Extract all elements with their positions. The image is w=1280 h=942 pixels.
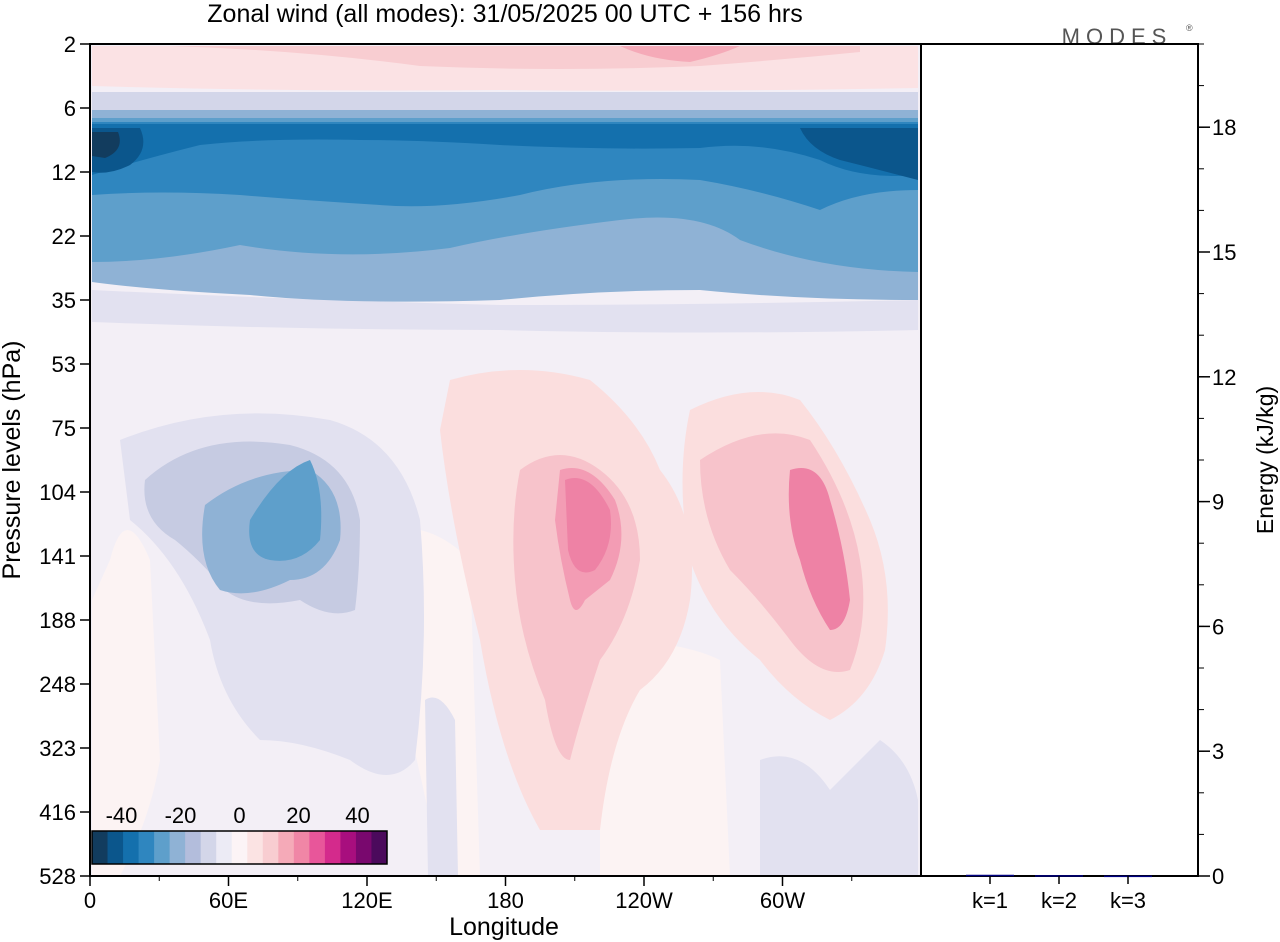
contour-westerly-jet2-core (788, 468, 850, 630)
y-tick-label: 2 (64, 32, 76, 57)
y-tick-label: 528 (39, 864, 76, 889)
y-tick-label: 141 (39, 544, 76, 569)
colorbar-swatch (247, 831, 264, 864)
contour-strat-band-1 (92, 290, 918, 333)
colorbar-swatch (123, 831, 140, 864)
y-tick-label: 188 (39, 608, 76, 633)
colorbar-swatch (371, 831, 388, 864)
colorbar-swatch (309, 831, 326, 864)
chart-title: Zonal wind (all modes): 31/05/2025 00 UT… (207, 0, 802, 28)
colorbar-swatch (169, 831, 186, 864)
x-axis-label: Longitude (449, 913, 559, 941)
y-tick-label: 6 (64, 96, 76, 121)
y-tick-label: 53 (52, 352, 76, 377)
energy-axis: 0 3 6 9 12 15 18 (1198, 43, 1236, 889)
colorbar-swatch (185, 831, 202, 864)
k-tick-label: k=2 (1041, 888, 1077, 913)
colorbar-swatch (107, 831, 124, 864)
y-tick-label: 323 (39, 736, 76, 761)
contour-easterly-core (249, 460, 322, 561)
colorbar-swatch (262, 831, 279, 864)
contour-strat-easterly-max-2 (800, 128, 918, 180)
wavenumber-axis: k=1 k=2 k=3 (972, 876, 1146, 913)
contour-westerly-jet1-core (565, 478, 611, 573)
x-tick-label: 60W (760, 888, 805, 913)
energy-panel (920, 43, 1199, 877)
energy-tick-label: 6 (1212, 614, 1224, 639)
colorbar-tick-label: 0 (233, 803, 245, 828)
colorbar-frame (91, 830, 388, 865)
colorbar-tick-label: -20 (165, 803, 197, 828)
energy-tick-label: 15 (1212, 240, 1236, 265)
colorbar-swatch (92, 831, 109, 864)
y-tick-label: 104 (39, 480, 76, 505)
contour-easterly-low-2 (425, 697, 458, 876)
colorbar-swatch (278, 831, 295, 864)
energy-tick-label: 18 (1212, 115, 1236, 140)
pressure-axis: 2 6 12 22 35 53 75 104 141 188 248 323 416 528 (39, 32, 90, 889)
x-tick-label: 120E (341, 888, 392, 913)
colorbar-tick-label: 20 (286, 803, 310, 828)
energy-tick-label: 0 (1212, 864, 1224, 889)
y-axis-label: Pressure levels (hPa) (0, 341, 26, 580)
contour-upper-westerly-core (620, 46, 740, 62)
longitude-axis: 0 60E 120E 180 120W 60W (84, 876, 853, 913)
contour-strat-easterly-peak (92, 132, 120, 158)
k-tick-label: k=1 (972, 888, 1008, 913)
heatmap-panel (89, 43, 922, 877)
colorbar-swatch (293, 831, 310, 864)
energy-tick-label: 3 (1212, 739, 1224, 764)
colorbar-swatch (324, 831, 341, 864)
colorbar-tick-label: -40 (106, 803, 138, 828)
contour-easterly-low-3 (760, 740, 918, 876)
y-tick-label: 12 (52, 160, 76, 185)
colorbar-swatch (231, 831, 248, 864)
energy-axis-label: Energy (kJ/kg) (1252, 386, 1278, 534)
colorbar-swatch (200, 831, 217, 864)
contour-surface-westerly-1 (92, 530, 160, 876)
x-tick-label: 180 (487, 888, 524, 913)
k-tick-label: k=3 (1110, 888, 1146, 913)
wind-contour-field (92, 46, 918, 876)
y-tick-label: 75 (52, 416, 76, 441)
x-tick-label: 60E (209, 888, 248, 913)
y-tick-label: 22 (52, 224, 76, 249)
y-tick-label: 416 (39, 800, 76, 825)
colorbar-swatch (216, 831, 233, 864)
x-tick-label: 0 (84, 888, 96, 913)
energy-bar (966, 874, 1014, 877)
y-tick-label: 35 (52, 288, 76, 313)
energy-tick-label: 12 (1212, 365, 1236, 390)
colorbar-swatch (355, 831, 372, 864)
contour-strat-easterly-core (92, 124, 918, 176)
colorbar-swatch (154, 831, 171, 864)
colorbar-swatch (340, 831, 357, 864)
colorbar-tick-label: 40 (345, 803, 369, 828)
y-tick-label: 248 (39, 672, 76, 697)
colorbar-swatch (138, 831, 155, 864)
colorbar: -40 -20 0 20 40 (91, 803, 388, 865)
x-tick-label: 120W (615, 888, 673, 913)
energy-frame (920, 43, 1199, 877)
energy-tick-label: 9 (1212, 490, 1224, 515)
modes-logo-mark: ® (1186, 23, 1193, 33)
energy-bar (1035, 875, 1083, 877)
